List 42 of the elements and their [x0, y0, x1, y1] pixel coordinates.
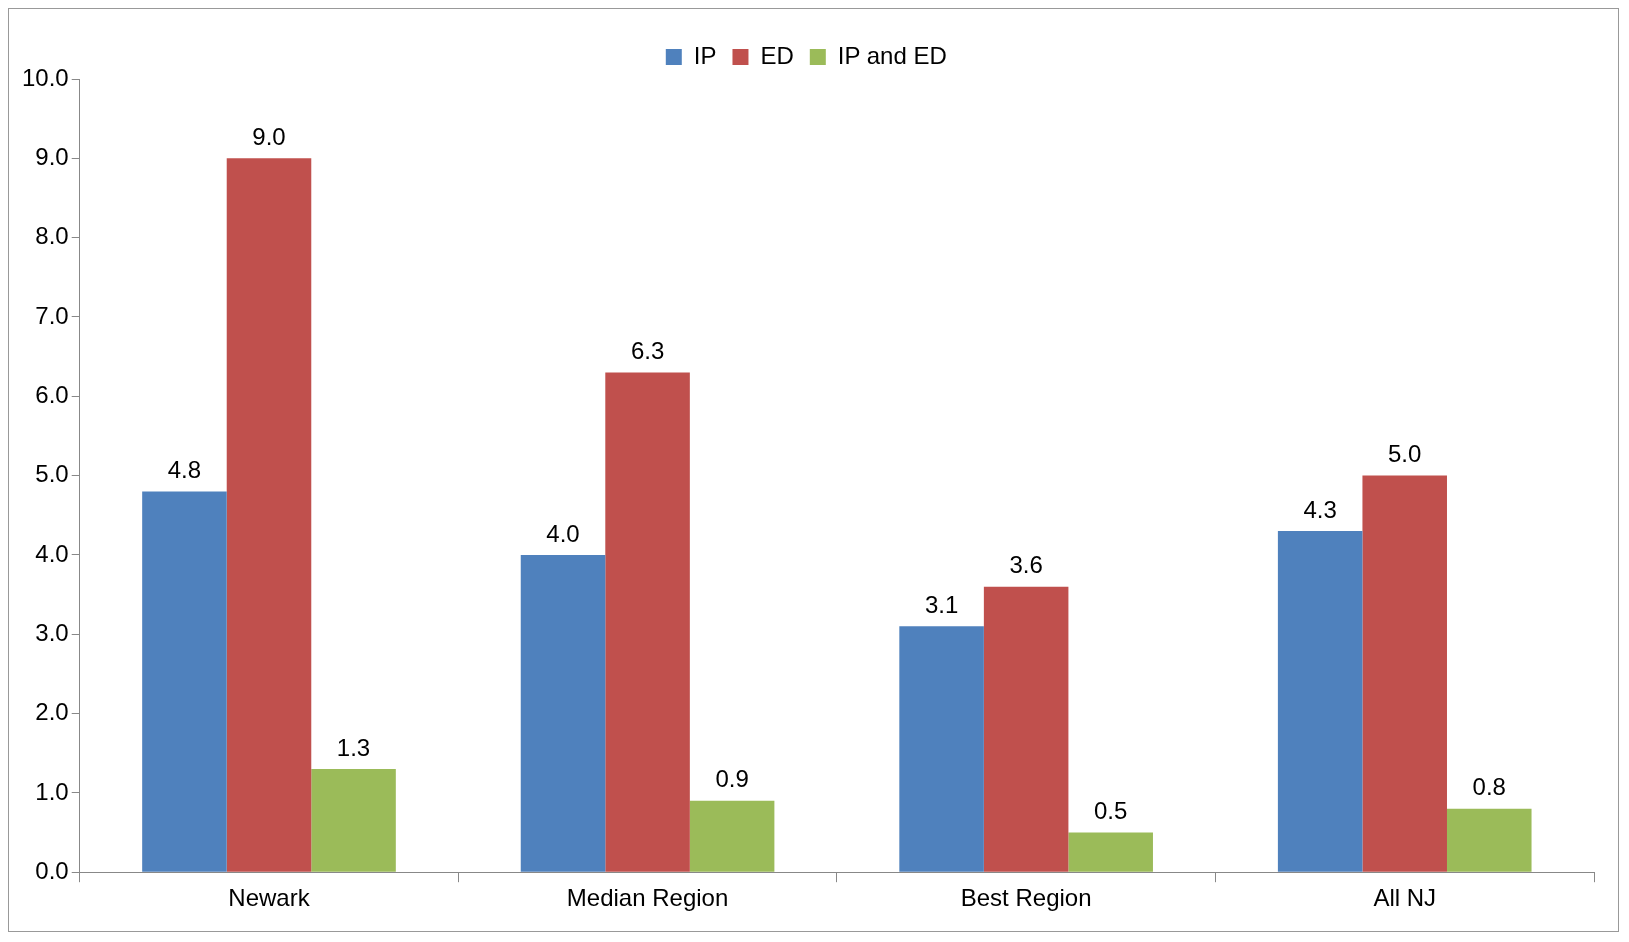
data-label: 6.3 [630, 337, 665, 365]
bar [226, 158, 312, 872]
x-tick-label: Median Region [566, 884, 729, 912]
bar [1362, 475, 1447, 872]
legend-label: ED [760, 41, 794, 69]
data-label: 4.3 [1303, 495, 1337, 523]
bar [1446, 808, 1532, 872]
x-tick-label: Newark [228, 884, 311, 912]
data-label: 1.3 [336, 733, 371, 761]
data-label: 9.0 [252, 122, 286, 150]
y-tick-label: 2.0 [35, 698, 69, 726]
bar [142, 491, 227, 872]
bar [311, 769, 396, 872]
y-tick-label: 7.0 [35, 301, 69, 329]
data-label: 0.5 [1094, 797, 1128, 825]
data-label: 0.8 [1472, 773, 1506, 801]
bar [899, 626, 984, 872]
data-label: 3.1 [924, 590, 959, 618]
data-label: 0.9 [715, 765, 749, 793]
legend-label: IP [693, 41, 717, 69]
bar [689, 800, 775, 872]
bar [1068, 832, 1153, 872]
y-tick-label: 8.0 [35, 222, 69, 250]
y-tick-label: 6.0 [35, 380, 69, 408]
y-tick-label: 1.0 [35, 777, 69, 805]
x-tick-label: Best Region [960, 884, 1092, 912]
bar [520, 554, 606, 872]
data-label: 4.0 [546, 519, 580, 547]
bar [1277, 531, 1363, 872]
bar [983, 586, 1069, 872]
bar [605, 372, 690, 872]
data-label: 3.6 [1009, 551, 1043, 579]
y-tick-label: 4.0 [35, 539, 69, 567]
y-tick-label: 3.0 [35, 618, 69, 646]
x-tick-label: All NJ [1373, 884, 1437, 912]
legend-label: IP and ED [837, 41, 947, 69]
data-label: 4.8 [167, 456, 202, 484]
y-tick-label: 10.0 [21, 63, 69, 91]
y-tick-label: 5.0 [35, 460, 69, 488]
data-label: 5.0 [1388, 440, 1422, 468]
y-tick-label: 0.0 [35, 856, 69, 884]
y-tick-label: 9.0 [35, 142, 69, 170]
